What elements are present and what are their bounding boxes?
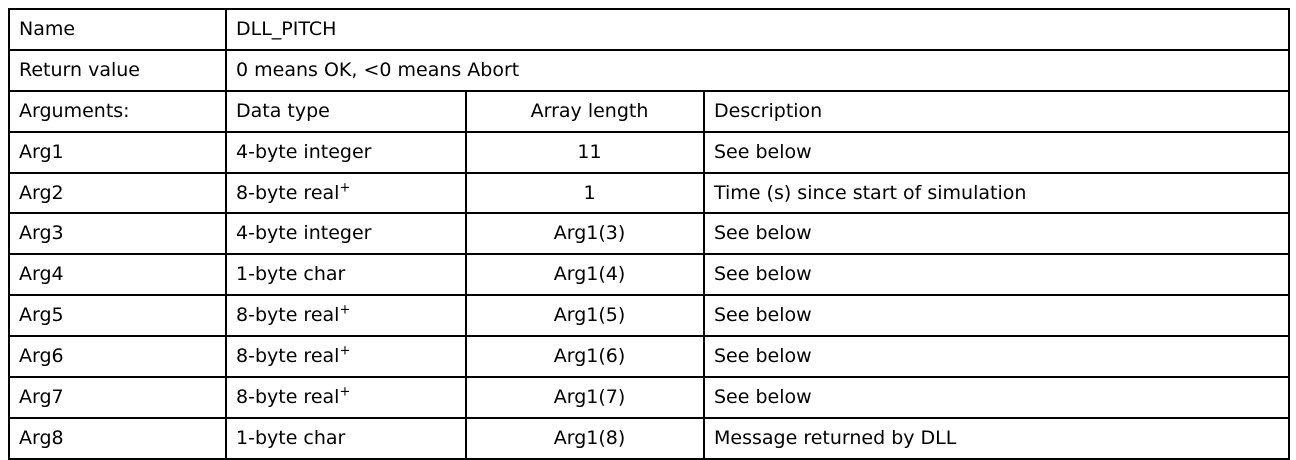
cell-arg-description: See below: [703, 253, 1290, 297]
cell-arg-array-length: Arg1(3): [465, 212, 705, 256]
cell-arg-array-length: Arg1(7): [465, 376, 705, 419]
cell-arg-name: Arg5: [8, 294, 227, 338]
cell-arg-name: Arg6: [8, 335, 227, 379]
cell-arg-data-type: 4-byte integer: [225, 130, 467, 174]
table-body: Name DLL_PITCH Return value 0 means OK, …: [8, 8, 1290, 460]
table-row: Arg7 8-byte real+ Arg1(7) See below: [8, 376, 1290, 419]
data-type-text: 1-byte char: [236, 426, 346, 449]
cell-arg-description: See below: [703, 130, 1290, 174]
cell-name-label: Name: [8, 8, 227, 51]
table-row: Arg5 8-byte real+ Arg1(5) See below: [8, 294, 1290, 338]
cell-arg-name: Arg7: [8, 376, 227, 419]
cell-arg-description: Message returned by DLL: [703, 416, 1290, 460]
cell-arg-name: Arg4: [8, 253, 227, 297]
data-type-text: 8-byte real: [236, 345, 340, 368]
cell-arg-array-length: Arg1(5): [465, 294, 705, 338]
table-row: Arg1 4-byte integer 11 See below: [8, 130, 1290, 174]
column-header-array-length: Array length: [465, 89, 705, 133]
cell-arg-description: See below: [703, 294, 1290, 338]
column-header-data-type: Data type: [225, 89, 467, 133]
column-header-description: Description: [703, 89, 1290, 133]
cell-arg-description: See below: [703, 376, 1290, 419]
data-type-superscript: +: [339, 180, 351, 196]
table-row-return-value: Return value 0 means OK, <0 means Abort: [8, 48, 1290, 92]
cell-arg-name: Arg2: [8, 171, 227, 215]
table-row: Arg8 1-byte char Arg1(8) Message returne…: [8, 416, 1290, 460]
cell-arg-description: Time (s) since start of simulation: [703, 171, 1290, 215]
data-type-text: 4-byte integer: [236, 222, 372, 245]
data-type-text: 8-byte real: [236, 304, 340, 327]
cell-arg-name: Arg3: [8, 212, 227, 256]
cell-arg-array-length: Arg1(4): [465, 253, 705, 297]
cell-arg-data-type: 1-byte char: [225, 253, 467, 297]
cell-arg-description: See below: [703, 212, 1290, 256]
cell-arg-description: See below: [703, 335, 1290, 379]
cell-name-value: DLL_PITCH: [225, 8, 1290, 51]
data-type-superscript: +: [339, 302, 351, 318]
data-type-superscript: +: [339, 384, 351, 400]
cell-arg-data-type: 8-byte real+: [225, 294, 467, 338]
cell-arg-array-length: 1: [465, 171, 705, 215]
column-header-arguments: Arguments:: [8, 89, 227, 133]
cell-arg-array-length: 11: [465, 130, 705, 174]
cell-arg-data-type: 8-byte real+: [225, 335, 467, 379]
cell-return-label: Return value: [8, 48, 227, 92]
dll-interface-table: Name DLL_PITCH Return value 0 means OK, …: [8, 8, 1290, 460]
dll-interface-table-container: Name DLL_PITCH Return value 0 means OK, …: [8, 8, 1290, 460]
data-type-text: 4-byte integer: [236, 140, 372, 163]
data-type-superscript: +: [339, 343, 351, 359]
data-type-text: 1-byte char: [236, 263, 346, 286]
table-row-header: Arguments: Data type Array length Descri…: [8, 89, 1290, 133]
table-row: Arg2 8-byte real+ 1 Time (s) since start…: [8, 171, 1290, 215]
cell-arg-array-length: Arg1(8): [465, 416, 705, 460]
cell-arg-data-type: 1-byte char: [225, 416, 467, 460]
cell-return-value: 0 means OK, <0 means Abort: [225, 48, 1290, 92]
cell-arg-name: Arg1: [8, 130, 227, 174]
table-row: Arg4 1-byte char Arg1(4) See below: [8, 253, 1290, 297]
cell-arg-array-length: Arg1(6): [465, 335, 705, 379]
cell-arg-data-type: 8-byte real+: [225, 376, 467, 419]
cell-arg-data-type: 8-byte real+: [225, 171, 467, 215]
cell-arg-data-type: 4-byte integer: [225, 212, 467, 256]
data-type-text: 8-byte real: [236, 386, 340, 409]
cell-arg-name: Arg8: [8, 416, 227, 460]
table-row-name: Name DLL_PITCH: [8, 8, 1290, 51]
data-type-text: 8-byte real: [236, 181, 340, 204]
table-row: Arg3 4-byte integer Arg1(3) See below: [8, 212, 1290, 256]
table-row: Arg6 8-byte real+ Arg1(6) See below: [8, 335, 1290, 379]
